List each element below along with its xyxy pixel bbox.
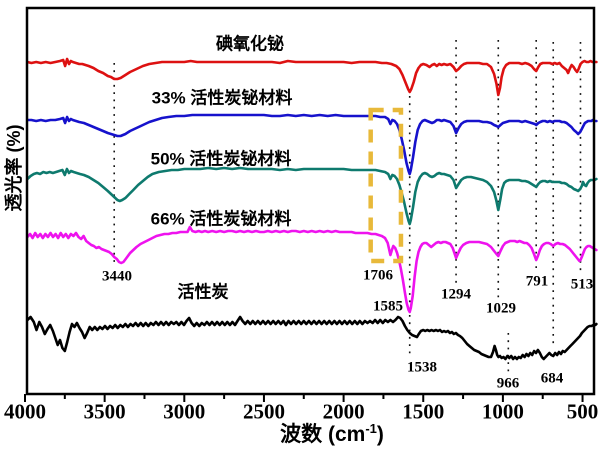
series-label-50pct: 50% 活性炭铋材料 — [150, 149, 292, 169]
x-axis-title-superscript: -1 — [365, 421, 377, 436]
peak-label-1706: 1706 — [363, 267, 393, 284]
peak-label-684: 684 — [540, 370, 564, 387]
x-tick-label-3500: 3500 — [83, 399, 126, 424]
x-axis-title-close: ) — [376, 423, 384, 446]
peak-label-1294: 1294 — [441, 286, 471, 303]
peak-label-1538: 1538 — [407, 359, 437, 376]
series-label-33pct: 33% 活性炭铋材料 — [151, 88, 293, 108]
series-label-bioi: 碘氧化铋 — [216, 34, 284, 54]
x-axis-title: 波数 (cm-1) — [280, 418, 384, 448]
peak-label-3440: 3440 — [102, 268, 132, 285]
peak-label-966: 966 — [496, 375, 520, 392]
x-tick-label-1000: 1000 — [481, 399, 524, 424]
peak-label-1585: 1585 — [373, 298, 403, 315]
x-tick-label-4000: 4000 — [4, 399, 46, 424]
x-tick-label-2500: 2500 — [242, 399, 285, 424]
x-axis-title-text: 波数 (cm — [280, 423, 366, 446]
x-tick-label-1500: 1500 — [402, 399, 445, 424]
y-axis-title: 透光率 (%) — [4, 124, 24, 212]
x-tick-label-2000: 2000 — [322, 399, 365, 424]
peak-label-1029: 1029 — [486, 300, 516, 317]
peak-label-513: 513 — [570, 276, 594, 293]
x-tick-label-3000: 3000 — [163, 399, 206, 424]
x-tick-label-500: 500 — [566, 399, 599, 424]
series-label-66pct: 66% 活性炭铋材料 — [150, 209, 292, 229]
series-label-activated-carbon: 活性炭 — [177, 282, 229, 302]
peak-label-791: 791 — [525, 273, 549, 290]
